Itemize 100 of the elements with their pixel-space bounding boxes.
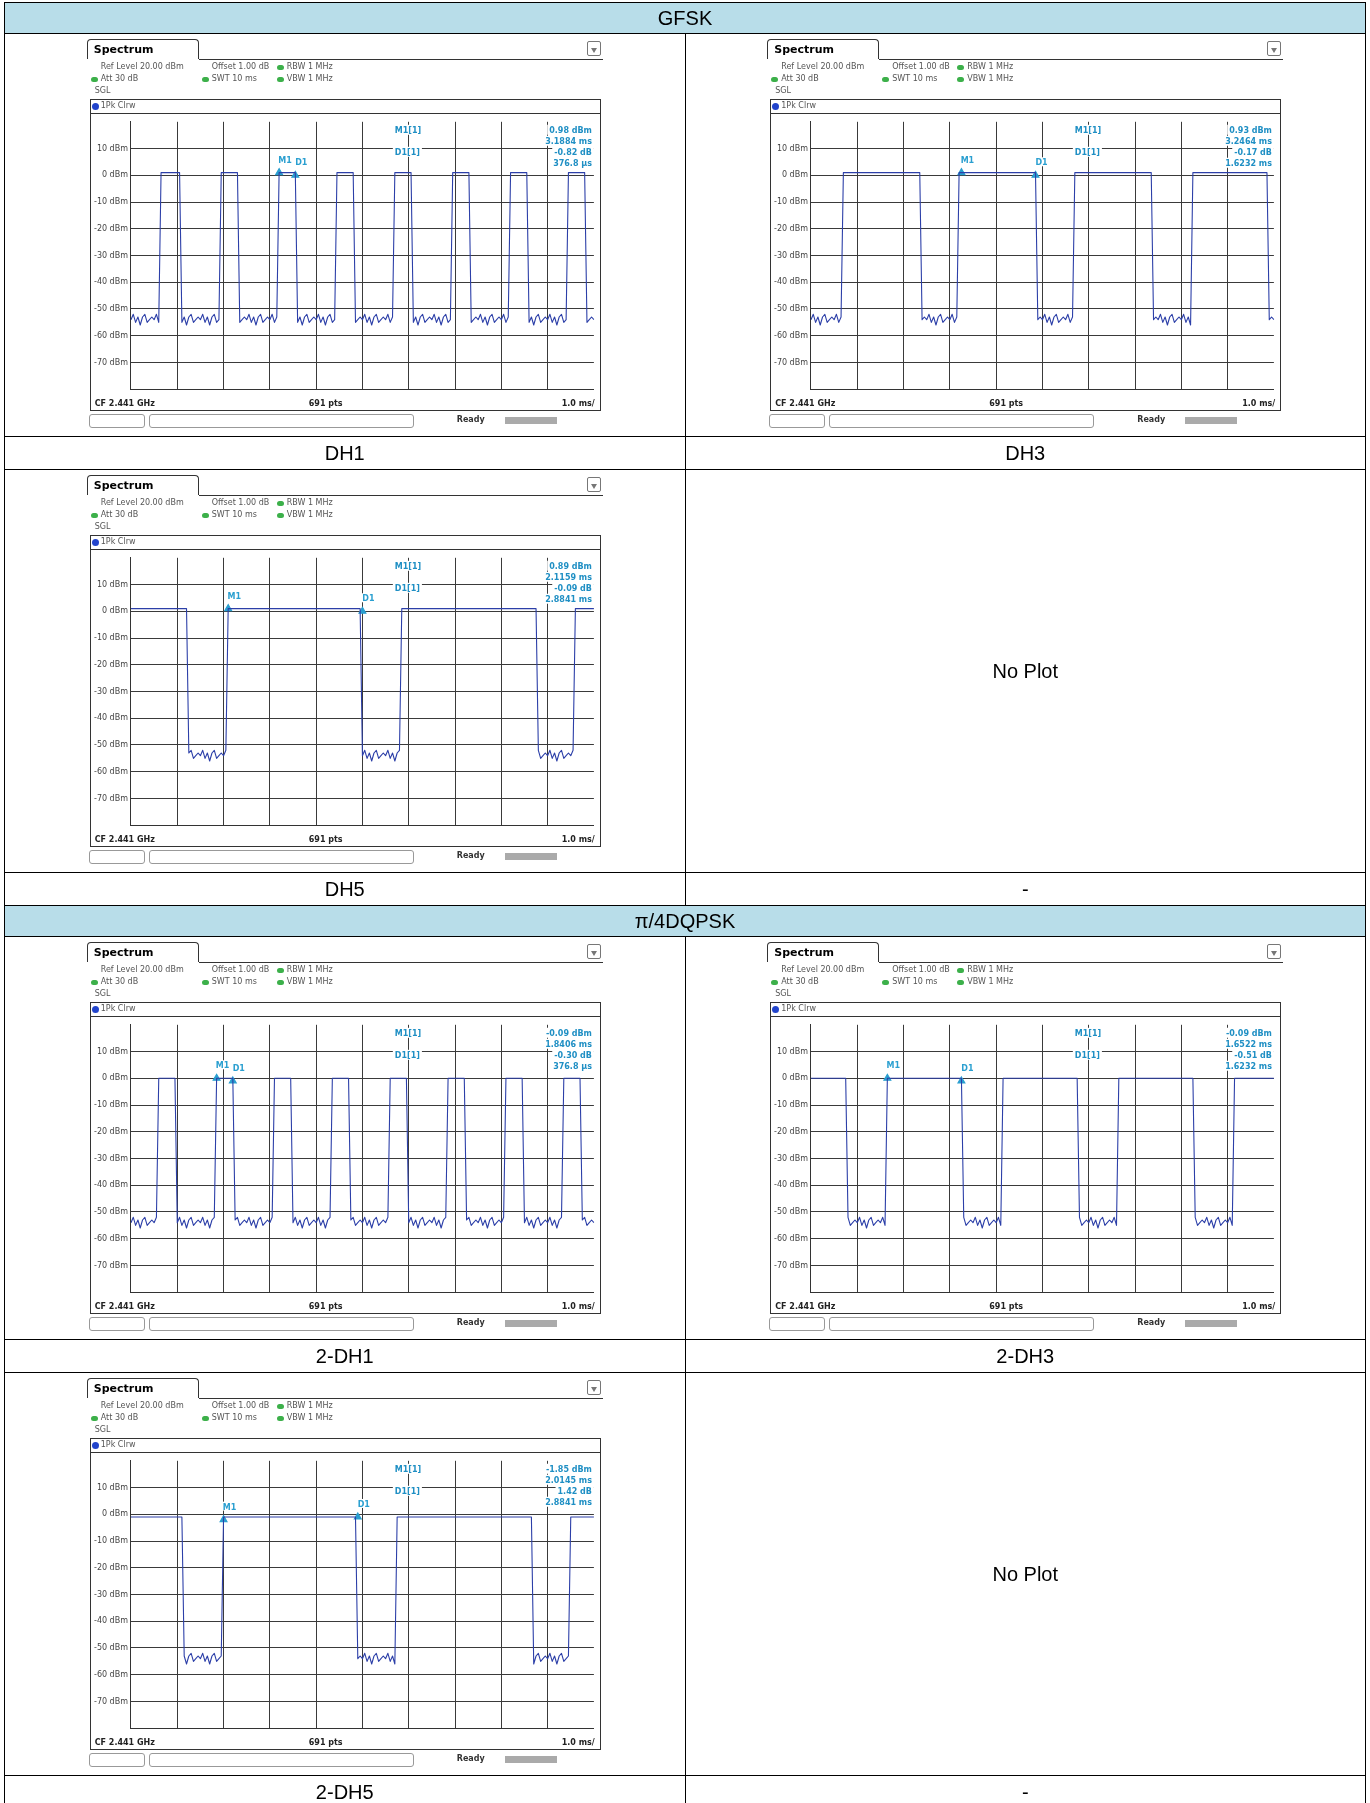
y-tick-label: -50 dBm bbox=[93, 1207, 128, 1217]
annotation: D1[1] bbox=[1075, 1050, 1101, 1060]
series-label: D1 bbox=[961, 1063, 975, 1073]
y-tick-label: 10 dBm bbox=[96, 1482, 128, 1492]
y-tick-label: -40 dBm bbox=[774, 277, 809, 287]
text: Ready bbox=[456, 1754, 485, 1763]
text: CF 2.441 GHz bbox=[775, 399, 836, 408]
text: 1Pk Clrw bbox=[100, 101, 136, 110]
annotation: -0.09 dB bbox=[553, 583, 592, 593]
y-tick-label: -50 dBm bbox=[93, 304, 128, 314]
y-tick-label: 0 dBm bbox=[101, 1073, 128, 1083]
y-tick-label: -40 dBm bbox=[93, 713, 128, 723]
annotation: 376.8 µs bbox=[552, 1061, 592, 1071]
text: CF 2.441 GHz bbox=[94, 1302, 155, 1311]
text: Offset 1.00 dB bbox=[892, 62, 950, 71]
text: 1.0 ms/ bbox=[1242, 399, 1276, 408]
annotation: 376.8 µs bbox=[552, 158, 592, 168]
y-tick-label: 10 dBm bbox=[96, 143, 128, 153]
y-tick-label: -40 dBm bbox=[93, 1180, 128, 1190]
text: SWT 10 ms bbox=[211, 74, 257, 83]
chart-title: Spectrum bbox=[86, 942, 199, 962]
text: 691 pts bbox=[308, 399, 343, 408]
y-tick-label: 0 dBm bbox=[782, 1073, 809, 1083]
y-tick-label: -70 dBm bbox=[93, 357, 128, 367]
y-tick-label: -60 dBm bbox=[93, 1669, 128, 1679]
text: No Plot bbox=[991, 1562, 1060, 1586]
text: - bbox=[685, 872, 1366, 906]
y-tick-label: -60 dBm bbox=[93, 766, 128, 776]
text: 691 pts bbox=[989, 1302, 1024, 1311]
y-tick-label: -70 dBm bbox=[93, 793, 128, 803]
y-tick-label: -30 dBm bbox=[93, 1589, 128, 1599]
x-axis-title: DH3 bbox=[685, 436, 1366, 470]
annotation: D1[1] bbox=[394, 147, 420, 157]
y-tick-label: 10 dBm bbox=[777, 1046, 809, 1056]
text: 1Pk Clrw bbox=[781, 1004, 816, 1013]
y-tick-label: -30 dBm bbox=[93, 1153, 128, 1163]
annotation: 2.8841 ms bbox=[544, 594, 592, 604]
annotation: -0.09 dBm bbox=[545, 1028, 592, 1038]
y-tick-label: -30 dBm bbox=[774, 1153, 809, 1163]
annotation: M1[1] bbox=[1075, 1028, 1102, 1038]
text: Att 30 dB bbox=[100, 510, 139, 519]
y-tick-label: -20 dBm bbox=[93, 223, 128, 233]
text: - bbox=[685, 1775, 1366, 1803]
annotation: M1[1] bbox=[1075, 125, 1102, 135]
y-tick-label: -50 dBm bbox=[774, 304, 809, 314]
annotation: D1[1] bbox=[394, 1050, 420, 1060]
text: Ref Level 20.00 dBm bbox=[100, 62, 184, 71]
text: CF 2.441 GHz bbox=[94, 835, 155, 844]
text: No Plot bbox=[991, 659, 1060, 683]
text: Ready bbox=[1137, 415, 1166, 424]
text: Ref Level 20.00 dBm bbox=[781, 62, 865, 71]
text: RBW 1 MHz bbox=[286, 62, 333, 71]
text: Offset 1.00 dB bbox=[892, 965, 950, 974]
y-tick-label: -20 dBm bbox=[93, 1126, 128, 1136]
text: Offset 1.00 dB bbox=[211, 965, 270, 974]
x-axis-title: DH5 bbox=[4, 872, 685, 906]
series-label: M1 bbox=[227, 591, 242, 601]
x-axis-title: 2-DH5 bbox=[4, 1775, 685, 1803]
text: SWT 10 ms bbox=[211, 1413, 257, 1422]
y-tick-label: -10 dBm bbox=[93, 1536, 128, 1546]
y-tick-label: -40 dBm bbox=[93, 1616, 128, 1626]
y-tick-label: 10 dBm bbox=[96, 1046, 128, 1056]
y-tick-label: -30 dBm bbox=[93, 686, 128, 696]
y-tick-label: -60 dBm bbox=[93, 1233, 128, 1243]
text: VBW 1 MHz bbox=[286, 510, 333, 519]
text: CF 2.441 GHz bbox=[775, 1302, 836, 1311]
y-tick-label: 10 dBm bbox=[777, 143, 809, 153]
annotation: 1.6232 ms bbox=[1225, 158, 1273, 168]
annotation: 3.1884 ms bbox=[544, 136, 592, 146]
y-tick-label: -20 dBm bbox=[93, 1562, 128, 1572]
text: Att 30 dB bbox=[100, 977, 139, 986]
text: 1.0 ms/ bbox=[561, 1738, 595, 1747]
y-tick-label: -20 dBm bbox=[774, 223, 809, 233]
chart-title: Spectrum bbox=[86, 475, 199, 495]
x-axis-title: 2-DH3 bbox=[685, 1339, 1366, 1373]
text: SWT 10 ms bbox=[892, 977, 938, 986]
text: RBW 1 MHz bbox=[286, 1401, 333, 1410]
y-tick-label: -60 dBm bbox=[774, 1233, 809, 1243]
annotation: 0.98 dBm bbox=[548, 125, 592, 135]
text: Att 30 dB bbox=[100, 1413, 139, 1422]
annotation: D1[1] bbox=[1075, 147, 1101, 157]
y-tick-label: 0 dBm bbox=[101, 1509, 128, 1519]
y-tick-label: -20 dBm bbox=[93, 659, 128, 669]
annotation: M1[1] bbox=[394, 1464, 421, 1474]
y-tick-label: -30 dBm bbox=[774, 250, 809, 260]
series-label: M1 bbox=[960, 155, 975, 165]
series-label: D1 bbox=[1035, 158, 1049, 168]
annotation: -0.09 dBm bbox=[1226, 1028, 1273, 1038]
text: 691 pts bbox=[308, 1738, 343, 1747]
text: RBW 1 MHz bbox=[967, 965, 1014, 974]
y-tick-label: -10 dBm bbox=[93, 1100, 128, 1110]
text: SGL bbox=[775, 989, 791, 998]
series-label: D1 bbox=[232, 1063, 246, 1073]
y-tick-label: -10 dBm bbox=[93, 633, 128, 643]
series-label: D1 bbox=[362, 594, 375, 604]
y-tick-label: -50 dBm bbox=[774, 1207, 809, 1217]
text: 1.0 ms/ bbox=[561, 399, 595, 408]
text: VBW 1 MHz bbox=[286, 74, 333, 83]
annotation: 2.0145 ms bbox=[544, 1475, 592, 1485]
text: SWT 10 ms bbox=[211, 977, 257, 986]
